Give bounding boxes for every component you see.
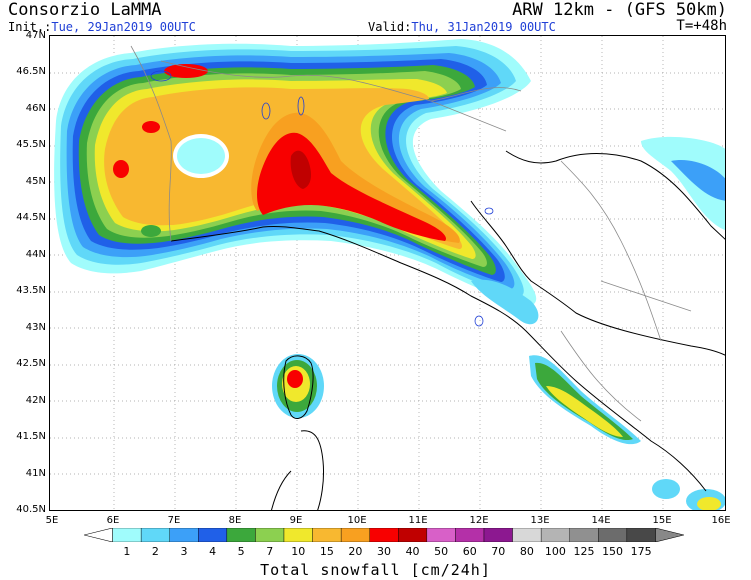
map-canvas [50, 36, 725, 510]
lat-label: 46N [25, 103, 46, 114]
lat-label: 44N [25, 249, 46, 260]
lat-label: 44.5N [16, 212, 46, 223]
lat-label: 42.5N [16, 358, 46, 369]
legend-arrow-right [655, 528, 684, 542]
legend-swatch [569, 528, 599, 542]
legend-swatch [483, 528, 513, 542]
title-left: Consorzio LaMMA [8, 0, 162, 20]
legend-level-label: 60 [462, 545, 477, 558]
legend-swatch [455, 528, 485, 542]
lon-label: 15E [652, 515, 672, 526]
legend-level-label: 70 [491, 545, 506, 558]
lon-label: 13E [530, 515, 550, 526]
lon-label: 11E [408, 515, 428, 526]
legend-title: Total snowfall [cm/24h] [260, 561, 491, 579]
borders [130, 45, 692, 422]
legend-level-label: 40 [405, 545, 420, 558]
lon-label: 16E [711, 515, 731, 526]
legend-level-label: 1 [123, 545, 131, 558]
legend-swatch [226, 528, 256, 542]
lat-label: 47N [25, 30, 46, 41]
lat-label: 45.5N [16, 139, 46, 150]
legend-level-label: 7 [266, 545, 274, 558]
lat-label: 41.5N [16, 431, 46, 442]
legend-swatch [283, 528, 313, 542]
lat-label: 43N [25, 322, 46, 333]
legend-arrow-left [84, 528, 113, 542]
time-step: T=+48h [676, 18, 727, 34]
lakes [150, 70, 494, 327]
legend-swatch [169, 528, 199, 542]
legend-level-label: 100 [544, 545, 566, 558]
legend-swatch [540, 528, 570, 542]
legend-swatch [140, 528, 170, 542]
legend-level-label: 80 [519, 545, 534, 558]
legend-swatch [198, 528, 228, 542]
legend-level-label: 10 [291, 545, 306, 558]
valid-line: Valid:Thu, 31Jan2019 00UTC [368, 20, 556, 34]
init-line: Init.:Tue, 29Jan2019 00UTC [8, 20, 196, 34]
coastlines [170, 150, 725, 510]
lon-label: 8E [228, 515, 242, 526]
lat-label: 46.5N [16, 66, 46, 77]
legend-swatch [255, 528, 285, 542]
legend-level-label: 150 [602, 545, 624, 558]
lon-label: 12E [469, 515, 489, 526]
legend-swatch [312, 528, 342, 542]
legend-swatch [512, 528, 542, 542]
color-legend [84, 528, 684, 542]
legend-level-label: 3 [180, 545, 188, 558]
legend-swatch [112, 528, 142, 542]
init-label: Init.: [8, 20, 52, 34]
legend-swatch [426, 528, 456, 542]
lon-label: 6E [106, 515, 120, 526]
lon-label: 5E [45, 515, 59, 526]
legend-level-label: 4 [209, 545, 217, 558]
legend-level-label: 50 [434, 545, 449, 558]
title-right: ARW 12km - (GFS 50km) [512, 0, 727, 20]
lat-label: 43.5N [16, 285, 46, 296]
legend-level-label: 2 [151, 545, 159, 558]
legend-level-label: 20 [348, 545, 363, 558]
legend-level-label: 30 [377, 545, 391, 558]
valid-label: Valid: [368, 20, 412, 34]
legend-swatch [398, 528, 428, 542]
snowfall-map [49, 35, 726, 511]
lon-label: 10E [347, 515, 367, 526]
lat-label: 45N [25, 176, 46, 187]
lat-label: 41N [25, 468, 46, 479]
legend-level-label: 175 [630, 545, 652, 558]
snowfall-field [54, 39, 725, 510]
lat-label: 40.5N [16, 504, 46, 515]
init-value: Tue, 29Jan2019 00UTC [51, 20, 196, 34]
legend-level-label: 15 [319, 545, 334, 558]
legend-swatch [598, 528, 628, 542]
lon-label: 7E [167, 515, 181, 526]
legend-swatch [626, 528, 656, 542]
valid-value: Thu, 31Jan2019 00UTC [411, 20, 556, 34]
lon-label: 14E [591, 515, 611, 526]
legend-swatch [369, 528, 399, 542]
lat-label: 42N [25, 395, 46, 406]
legend-level-label: 125 [573, 545, 595, 558]
legend-level-label: 5 [237, 545, 245, 558]
legend-swatch [340, 528, 370, 542]
lon-label: 9E [289, 515, 303, 526]
